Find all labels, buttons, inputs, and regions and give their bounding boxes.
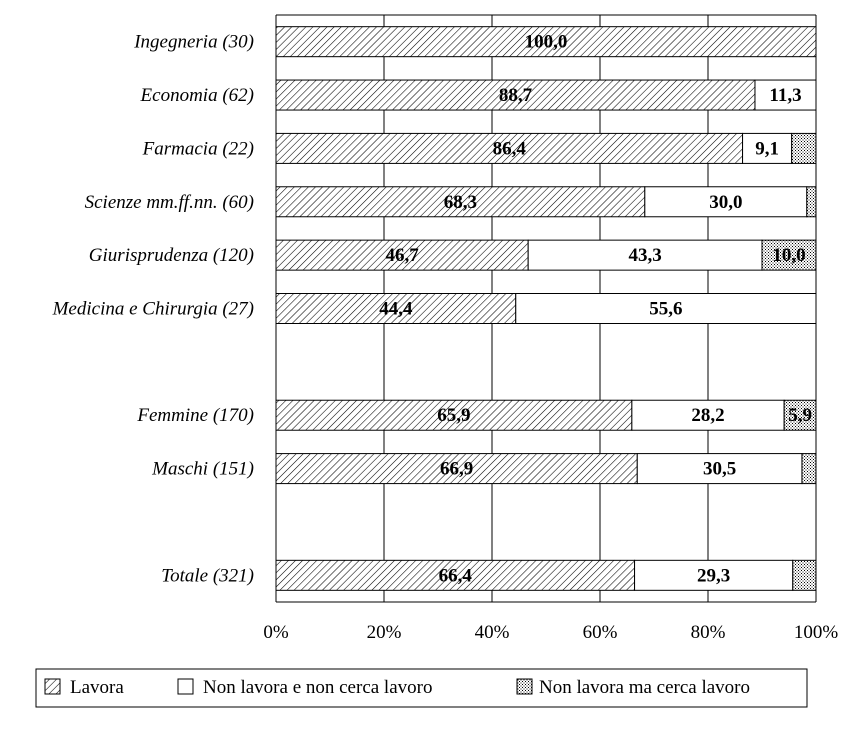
bar-segment [644,186,808,218]
category-label: Giurisprudenza (120) [89,245,254,266]
legend-label: Non lavora e non cerca lavoro [203,677,432,698]
data-labels: 100,0 88,7 11,3 86,4 9,1 68,3 30,0 46,7 43,3 10,0… [373,30,812,587]
category-labels: Ingegneria (30) Economia (62) Farmacia (22… [52,32,254,587]
data-label: 55,6 [649,299,682,320]
x-tick-labels: 0% 20% 40% 60% 80% 100% [263,622,838,643]
bars [275,26,817,591]
bar-segment [754,79,817,111]
data-label-bg [433,564,478,587]
legend-box [35,668,808,708]
category-label: Farmacia (22) [142,138,254,159]
data-label-bg [487,137,532,160]
data-label: 46,7 [385,245,419,266]
data-label: 43,3 [628,245,661,266]
x-tick-label: 80% [691,622,726,643]
data-label-bg [431,404,476,427]
data-label-bg [493,84,538,107]
x-tick-label: 40% [475,622,510,643]
data-label-bg [438,190,483,213]
category-label: Medicina e Chirurgia (27) [52,299,254,320]
data-label: 66,9 [440,459,473,480]
x-tick-label: 100% [794,622,839,643]
data-label: 5,9 [788,405,812,426]
data-label-bg [380,244,425,267]
data-label: 29,3 [697,565,730,586]
data-label: 88,7 [499,85,533,106]
data-label: 66,4 [439,565,473,586]
bar-segment [761,239,817,271]
legend-swatch [177,678,194,695]
bar-segment [791,132,817,164]
data-label: 86,4 [493,138,527,159]
category-label: Scienze mm.ff.nn. (60) [85,192,254,213]
category-label: Economia (62) [140,85,254,106]
legend-swatch [44,678,61,695]
bar-segment [636,453,803,485]
data-label: 65,9 [437,405,470,426]
x-tick-label: 20% [367,622,402,643]
category-label: Totale (321) [161,565,254,586]
bar-segment [515,293,817,324]
bar-segment [792,559,817,591]
data-label-bg [373,297,418,320]
data-label: 28,2 [691,405,724,426]
data-label-bg [434,457,479,480]
data-label: 11,3 [769,85,801,106]
data-label-bg [519,30,573,53]
bar-segment [631,399,785,431]
category-label: Maschi (151) [151,459,254,480]
data-label: 30,5 [703,459,736,480]
x-tick-label: 60% [583,622,618,643]
data-label: 30,0 [709,192,742,213]
bar-segment [806,186,817,218]
data-label: 9,1 [755,138,779,159]
legend: Lavora Non lavora e non cerca lavoro Non l… [35,668,808,708]
category-label: Ingegneria (30) [133,32,254,53]
data-label: 44,4 [379,299,413,320]
legend-label: Lavora [70,677,124,698]
bar-segment [783,399,817,431]
bar-segment [801,453,817,485]
data-label: 68,3 [444,192,477,213]
legend-label: Non lavora ma cerca lavoro [539,677,750,698]
bar-segment [634,559,794,591]
data-label: 100,0 [525,32,568,53]
category-label: Femmine (170) [136,405,254,426]
x-tick-label: 0% [263,622,289,643]
data-label: 10,0 [772,245,805,266]
legend-swatch [516,678,533,695]
bar-segment [527,239,763,271]
